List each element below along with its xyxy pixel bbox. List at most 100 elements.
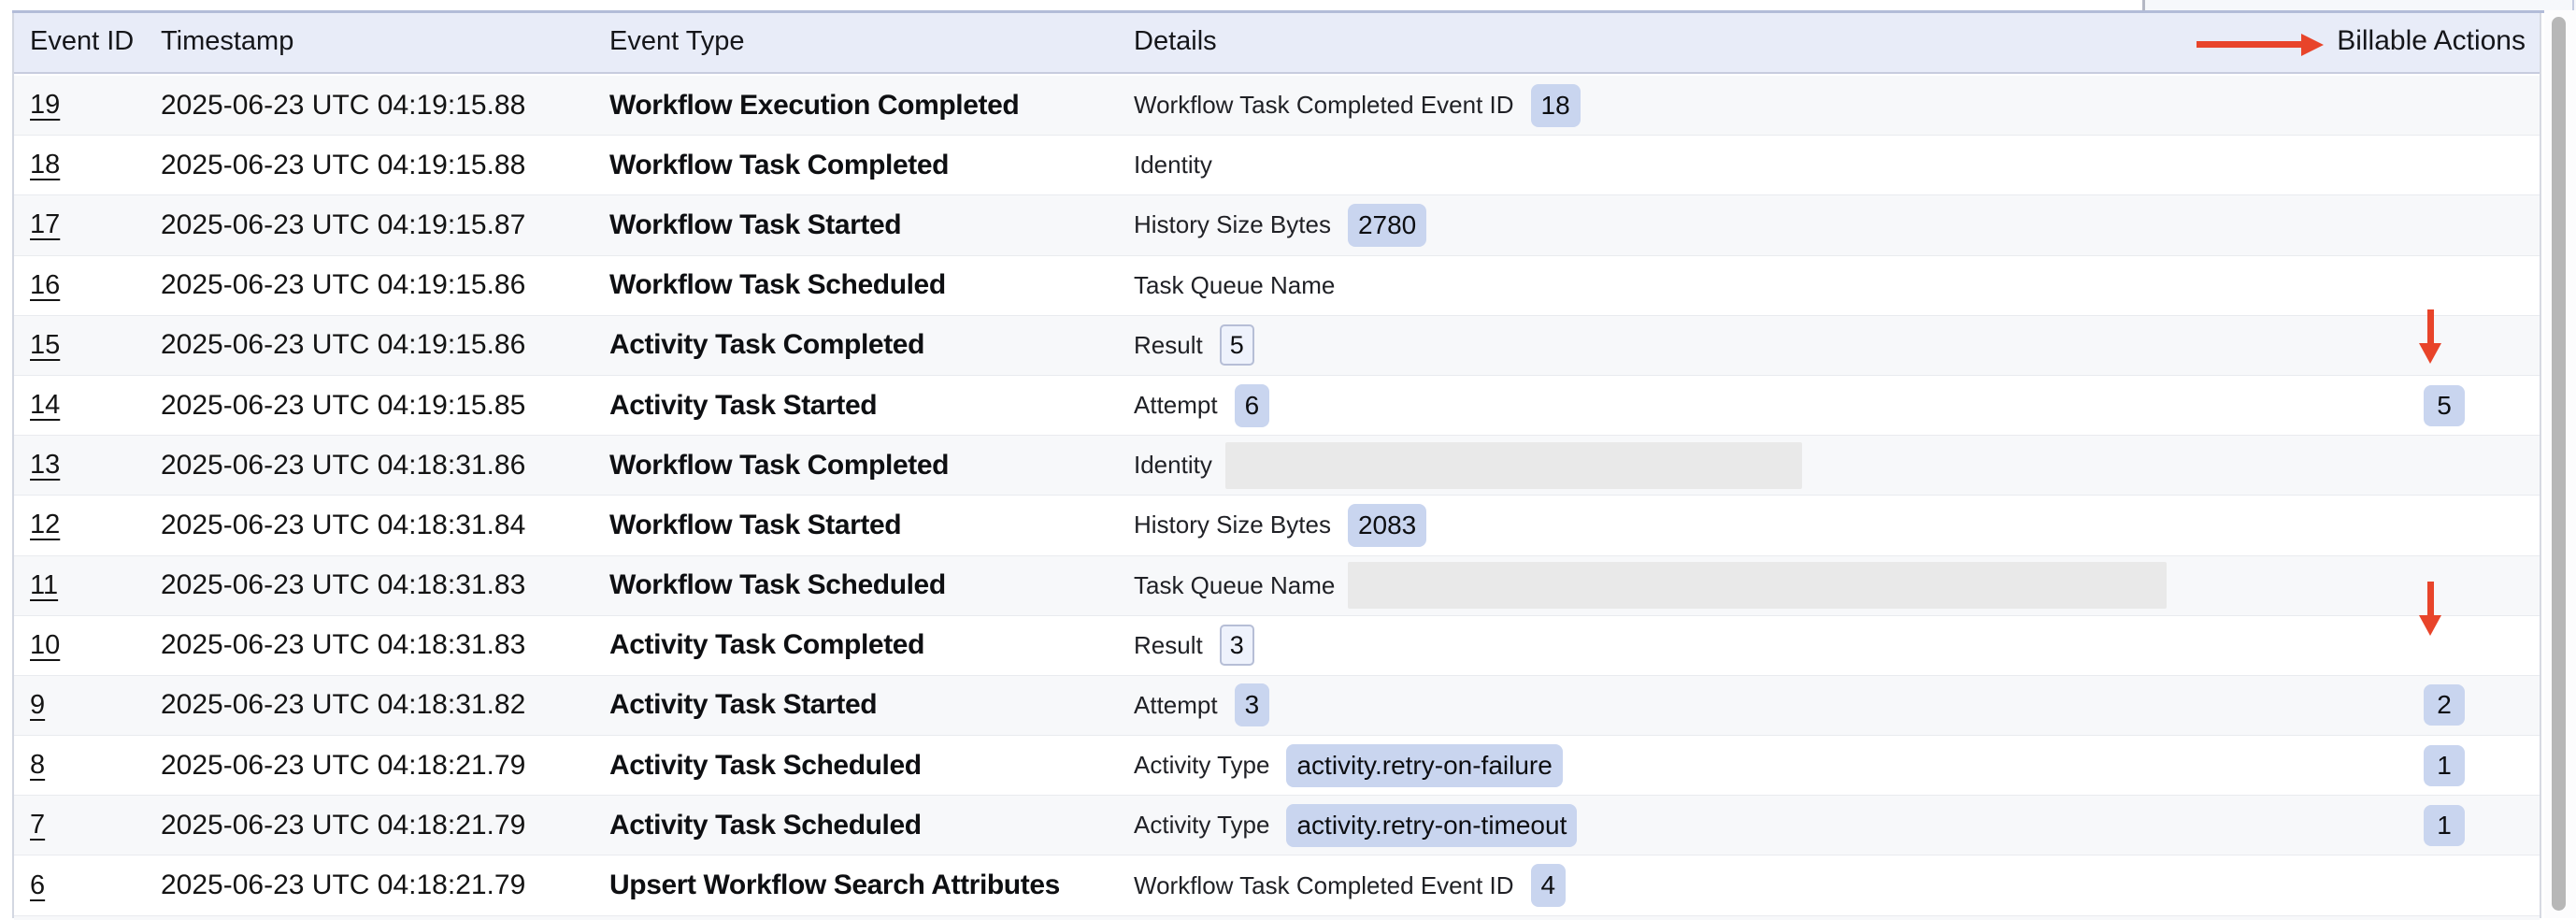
timestamp: 2025-06-23 UTC 04:18:31.84 [161, 509, 526, 540]
table-row-8[interactable]: 8 2025-06-23 UTC 04:18:21.79 Activity Ta… [14, 736, 2540, 797]
event-id-link[interactable]: 8 [30, 750, 46, 781]
detail-value-badge: 18 [1530, 83, 1581, 127]
table-top-border [12, 10, 2569, 13]
timestamp: 2025-06-23 UTC 04:18:31.83 [161, 629, 526, 661]
detail-value-badge: 2083 [1347, 503, 1427, 547]
event-details: Result 3 [1134, 616, 1254, 675]
detail-value-badge: 5 [1219, 324, 1254, 367]
detail-label: History Size Bytes [1134, 210, 1331, 239]
event-id-link[interactable]: 14 [30, 390, 61, 421]
event-type: Activity Task Started [609, 389, 878, 421]
event-details: History Size Bytes 2083 [1134, 496, 1427, 554]
event-type: Workflow Task Started [609, 208, 902, 240]
detail-value-badge: 6 [1234, 383, 1270, 427]
detail-value-badge: activity.retry-on-failure [1286, 743, 1563, 787]
event-id-link[interactable]: 13 [30, 450, 61, 481]
event-details: Activity Type activity.retry-on-timeout [1134, 796, 1578, 855]
billable-actions-cell: 2 [2393, 676, 2496, 735]
event-id-link[interactable]: 16 [30, 269, 61, 300]
table-row-13[interactable]: 13 2025-06-23 UTC 04:18:31.86 Workflow T… [14, 436, 2540, 496]
detail-value-badge: activity.retry-on-timeout [1286, 803, 1578, 847]
timestamp: 2025-06-23 UTC 04:18:31.86 [161, 449, 526, 481]
redacted-value [1224, 441, 1802, 489]
event-type: Activity Task Completed [609, 329, 925, 361]
timestamp: 2025-06-23 UTC 04:19:15.88 [161, 89, 526, 121]
table-header-row: Event ID Timestamp Event Type Details Bi… [14, 10, 2540, 74]
detail-label: Workflow Task Completed Event ID [1134, 870, 1514, 899]
event-type: Workflow Execution Completed [609, 89, 1020, 121]
detail-value-badge: 3 [1219, 625, 1254, 667]
billable-actions-badge: 1 [2424, 804, 2465, 846]
table-row-16[interactable]: 16 2025-06-23 UTC 04:19:15.86 Workflow T… [14, 255, 2540, 316]
event-type: Activity Task Scheduled [609, 749, 922, 781]
event-id-link[interactable]: 17 [30, 209, 61, 240]
detail-value-badge: 4 [1530, 864, 1567, 908]
table-body: 19 2025-06-23 UTC 04:19:15.88 Workflow E… [14, 76, 2540, 920]
detail-label: Activity Type [1134, 751, 1270, 780]
column-header-billable-actions: Billable Actions [2337, 25, 2526, 56]
annotation-arrow-right-line [2197, 41, 2303, 48]
event-type: Workflow Task Started [609, 509, 902, 540]
event-details: Activity Type activity.retry-on-failure [1134, 736, 1563, 795]
event-type: Upsert Workflow Search Attributes [609, 870, 1060, 901]
timestamp: 2025-06-23 UTC 04:18:31.82 [161, 689, 526, 721]
event-details: Attempt 3 [1134, 676, 1270, 735]
event-id-link[interactable]: 18 [30, 150, 61, 180]
event-details: Attempt 6 [1134, 376, 1270, 435]
event-id-link[interactable]: 12 [30, 510, 61, 540]
top-strip [0, 0, 2576, 10]
event-details: Task Queue Name [1134, 556, 2168, 615]
timestamp: 2025-06-23 UTC 04:19:15.88 [161, 149, 526, 180]
event-type: Workflow Task Completed [609, 449, 950, 481]
event-id-link[interactable]: 11 [30, 569, 59, 600]
event-type: Workflow Task Scheduled [609, 269, 946, 301]
event-id-link[interactable]: 19 [30, 90, 61, 121]
detail-label: Result [1134, 630, 1203, 659]
scrollbar-thumb[interactable] [2552, 17, 2566, 911]
detail-value-badge: 2780 [1347, 203, 1427, 247]
event-type: Activity Task Started [609, 689, 878, 721]
timestamp: 2025-06-23 UTC 04:18:21.79 [161, 870, 526, 901]
event-history-table: Event ID Timestamp Event Type Details Bi… [12, 10, 2541, 920]
timestamp: 2025-06-23 UTC 04:18:21.79 [161, 749, 526, 781]
billable-actions-cell: 5 [2393, 376, 2496, 435]
timestamp: 2025-06-23 UTC 04:19:15.87 [161, 208, 526, 240]
event-details: History Size Bytes 2780 [1134, 195, 1427, 254]
table-row-10[interactable]: 10 2025-06-23 UTC 04:18:31.83 Activity T… [14, 615, 2540, 676]
table-row-6[interactable]: 6 2025-06-23 UTC 04:18:21.79 Upsert Work… [14, 855, 2540, 916]
table-row-18[interactable]: 18 2025-06-23 UTC 04:19:15.88 Workflow T… [14, 136, 2540, 196]
billable-actions-cell: 1 [2393, 796, 2496, 855]
table-row-11[interactable]: 11 2025-06-23 UTC 04:18:31.83 Workflow T… [14, 555, 2540, 616]
event-id-link[interactable]: 6 [30, 870, 46, 900]
event-id-link[interactable]: 15 [30, 329, 61, 360]
event-id-link[interactable]: 10 [30, 629, 61, 660]
column-header-event-id: Event ID [30, 25, 135, 56]
timestamp: 2025-06-23 UTC 04:18:31.83 [161, 569, 526, 601]
table-row-19[interactable]: 19 2025-06-23 UTC 04:19:15.88 Workflow E… [14, 76, 2540, 137]
timestamp: 2025-06-23 UTC 04:19:15.86 [161, 329, 526, 361]
event-type: Activity Task Scheduled [609, 809, 922, 841]
table-row-17[interactable]: 17 2025-06-23 UTC 04:19:15.87 Workflow T… [14, 195, 2540, 256]
detail-label: Activity Type [1134, 811, 1270, 840]
table-row-14[interactable]: 14 2025-06-23 UTC 04:19:15.85 Activity T… [14, 375, 2540, 437]
event-id-link[interactable]: 9 [30, 689, 46, 720]
detail-label: Workflow Task Completed Event ID [1134, 91, 1514, 120]
top-strip-right-panel [2145, 0, 2576, 10]
top-strip-divider [2142, 0, 2145, 10]
arrow-line [2427, 309, 2434, 343]
arrow-head [2419, 615, 2441, 636]
event-id-link[interactable]: 7 [30, 810, 46, 841]
timestamp: 2025-06-23 UTC 04:18:21.79 [161, 809, 526, 841]
table-row-12[interactable]: 12 2025-06-23 UTC 04:18:31.84 Workflow T… [14, 496, 2540, 556]
table-row-9[interactable]: 9 2025-06-23 UTC 04:18:31.82 Activity Ta… [14, 675, 2540, 737]
table-row-7[interactable]: 7 2025-06-23 UTC 04:18:21.79 Activity Ta… [14, 796, 2540, 856]
column-header-details: Details [1134, 25, 1217, 56]
billable-actions-cell: 1 [2393, 736, 2496, 795]
event-details: Task Queue Name [1134, 256, 1335, 315]
table-row-15[interactable]: 15 2025-06-23 UTC 04:19:15.86 Activity T… [14, 315, 2540, 376]
detail-label: Attempt [1134, 391, 1218, 420]
event-type: Activity Task Completed [609, 629, 925, 661]
event-details: Identity [1134, 436, 1802, 495]
annotation-arrow-right-head [2301, 34, 2324, 56]
billable-actions-badge: 5 [2424, 384, 2465, 426]
